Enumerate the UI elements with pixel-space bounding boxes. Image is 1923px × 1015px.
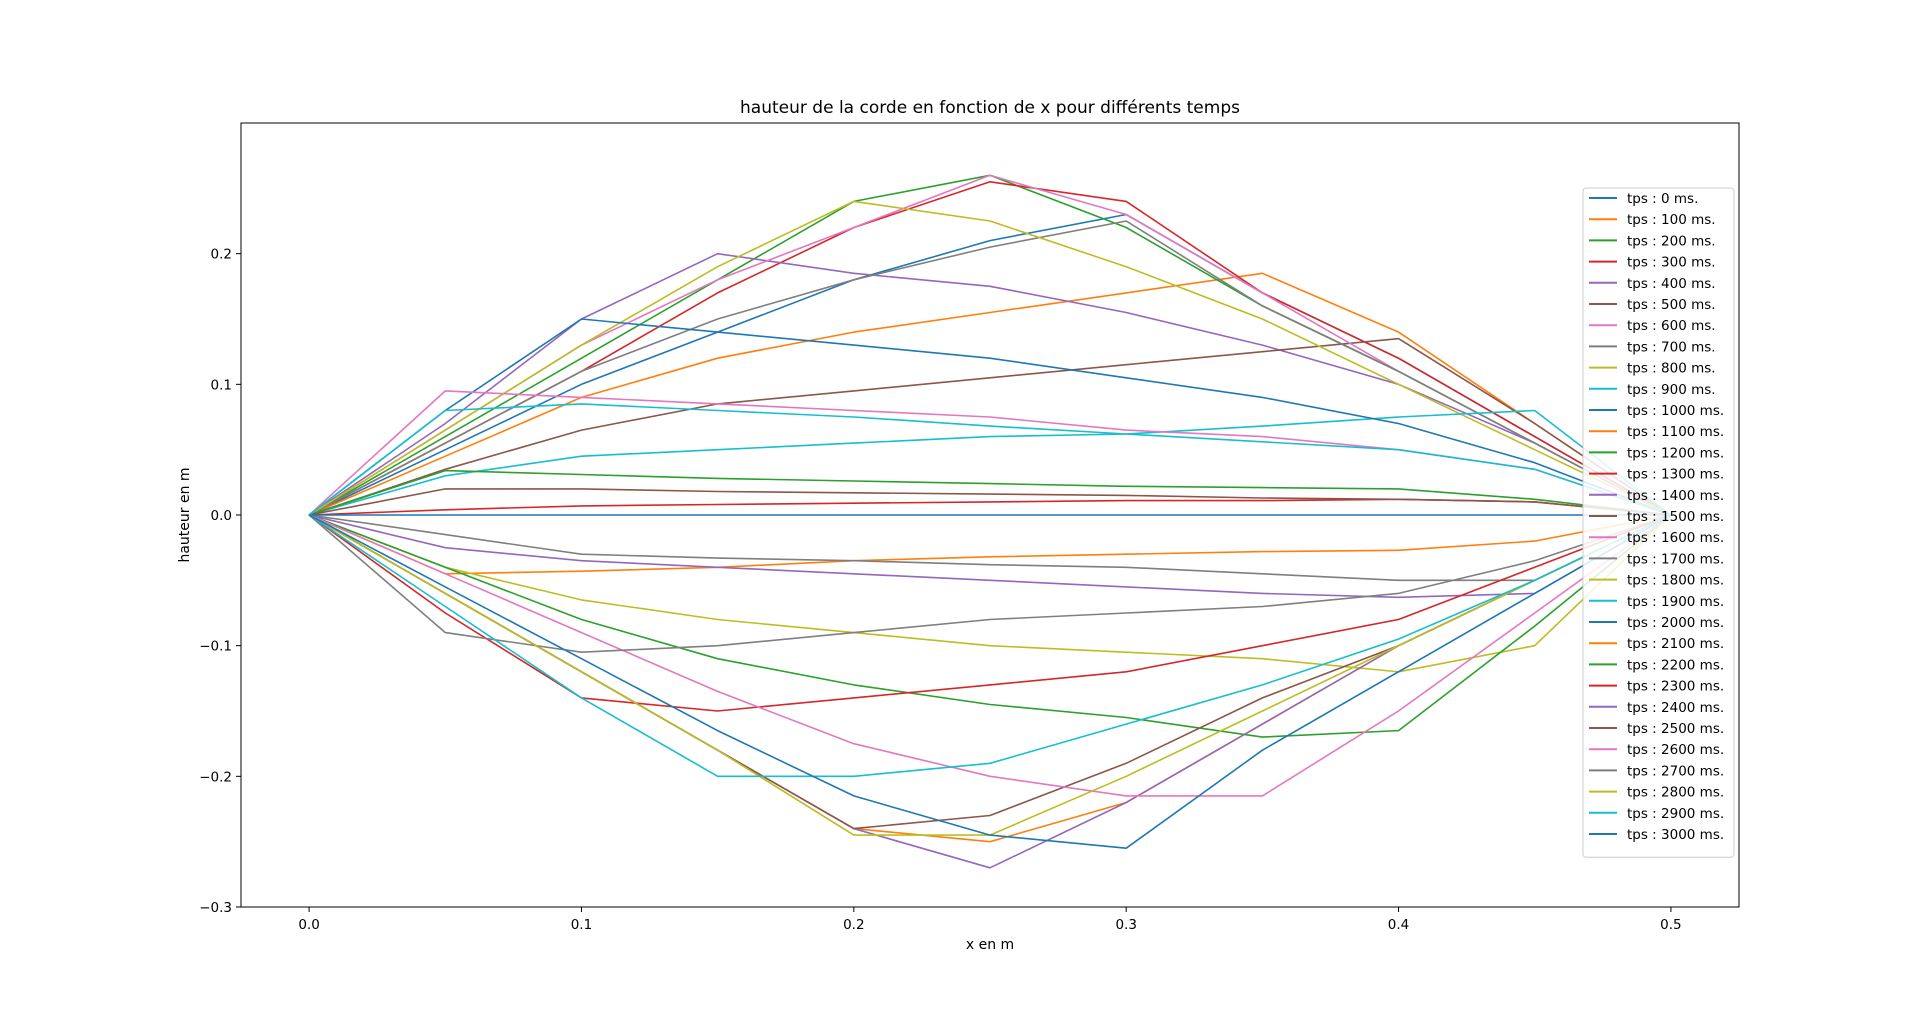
series-line xyxy=(308,514,1672,599)
series-line xyxy=(308,272,1672,516)
y-axis: −0.3 −0.2 −0.1 0.0 0.1 0.2 xyxy=(199,247,241,916)
series-line xyxy=(308,514,1672,582)
legend-label: tps : 2900 ms. xyxy=(1627,806,1724,822)
legend-label: tps : 1000 ms. xyxy=(1627,403,1724,419)
legend-box xyxy=(1582,187,1735,858)
y-tick-label: −0.1 xyxy=(199,639,232,655)
legend-label: tps : 2400 ms. xyxy=(1627,700,1724,716)
legend-label: tps : 1300 ms. xyxy=(1627,467,1724,483)
series-line xyxy=(308,514,1672,738)
legend-label: tps : 1500 ms. xyxy=(1627,509,1724,525)
series-line xyxy=(308,200,1672,516)
legend-label: tps : 1600 ms. xyxy=(1627,530,1724,546)
legend-label: tps : 400 ms. xyxy=(1627,276,1716,292)
series-line xyxy=(308,337,1672,516)
series-line xyxy=(308,514,1672,778)
x-tick-label: 0.2 xyxy=(843,917,864,933)
series-line xyxy=(308,514,1672,712)
legend-label: tps : 2800 ms. xyxy=(1627,785,1724,801)
series-line xyxy=(308,252,1672,516)
series-line xyxy=(308,488,1671,516)
x-axis: 0.0 0.1 0.2 0.3 0.4 0.5 xyxy=(298,907,1682,933)
series-line xyxy=(308,514,1672,850)
legend-label: tps : 2100 ms. xyxy=(1627,636,1724,652)
y-tick-label: 0.0 xyxy=(211,508,232,524)
legend-label: tps : 1400 ms. xyxy=(1627,488,1724,504)
series-line xyxy=(308,318,1672,516)
plot-lines xyxy=(308,174,1672,869)
legend-label: tps : 300 ms. xyxy=(1627,255,1716,271)
y-tick-label: −0.3 xyxy=(199,900,232,916)
series-line xyxy=(308,409,1672,516)
legend-label: tps : 100 ms. xyxy=(1627,212,1716,228)
series-line xyxy=(308,514,1672,575)
legend-label: tps : 2600 ms. xyxy=(1627,742,1724,758)
legend-label: tps : 900 ms. xyxy=(1627,382,1716,398)
chart-title: hauteur de la corde en fonction de x pou… xyxy=(740,98,1240,118)
legend-label: tps : 1800 ms. xyxy=(1627,573,1724,589)
x-tick-label: 0.1 xyxy=(571,917,592,933)
legend-label: tps : 1200 ms. xyxy=(1627,445,1724,461)
y-tick-label: −0.2 xyxy=(199,769,232,785)
y-tick-label: 0.1 xyxy=(211,377,232,393)
legend-label: tps : 1100 ms. xyxy=(1627,424,1724,440)
x-tick-label: 0.4 xyxy=(1388,917,1409,933)
x-tick-label: 0.5 xyxy=(1660,917,1681,933)
legend-label: tps : 2300 ms. xyxy=(1627,679,1724,695)
legend-label: tps : 3000 ms. xyxy=(1627,827,1724,843)
legend-label: tps : 2000 ms. xyxy=(1627,615,1724,631)
legend-label: tps : 500 ms. xyxy=(1627,297,1716,313)
legend-label: tps : 600 ms. xyxy=(1627,318,1716,334)
legend-label: tps : 800 ms. xyxy=(1627,361,1716,377)
legend-label: tps : 2500 ms. xyxy=(1627,721,1724,737)
series-line xyxy=(308,514,1672,797)
x-tick-label: 0.0 xyxy=(298,917,319,933)
legend-label: tps : 200 ms. xyxy=(1627,233,1716,249)
x-axis-label: x en m xyxy=(966,937,1014,953)
legend-label: tps : 1700 ms. xyxy=(1627,551,1724,567)
legend-label: tps : 1900 ms. xyxy=(1627,594,1724,610)
y-axis-label: hauteur en m xyxy=(177,467,193,562)
legend-label: tps : 2200 ms. xyxy=(1627,657,1724,673)
y-tick-label: 0.2 xyxy=(211,247,232,263)
series-line xyxy=(308,469,1671,516)
legend-label: tps : 700 ms. xyxy=(1627,339,1716,355)
legend-label: tps : 2700 ms. xyxy=(1627,763,1724,779)
series-line xyxy=(308,514,1672,673)
legend: tps : 0 ms. tps : 100 ms. tps : 200 ms. tps… xyxy=(1582,187,1735,858)
series-line xyxy=(308,403,1672,516)
x-tick-label: 0.3 xyxy=(1115,917,1136,933)
legend-label: tps : 0 ms. xyxy=(1627,191,1698,207)
